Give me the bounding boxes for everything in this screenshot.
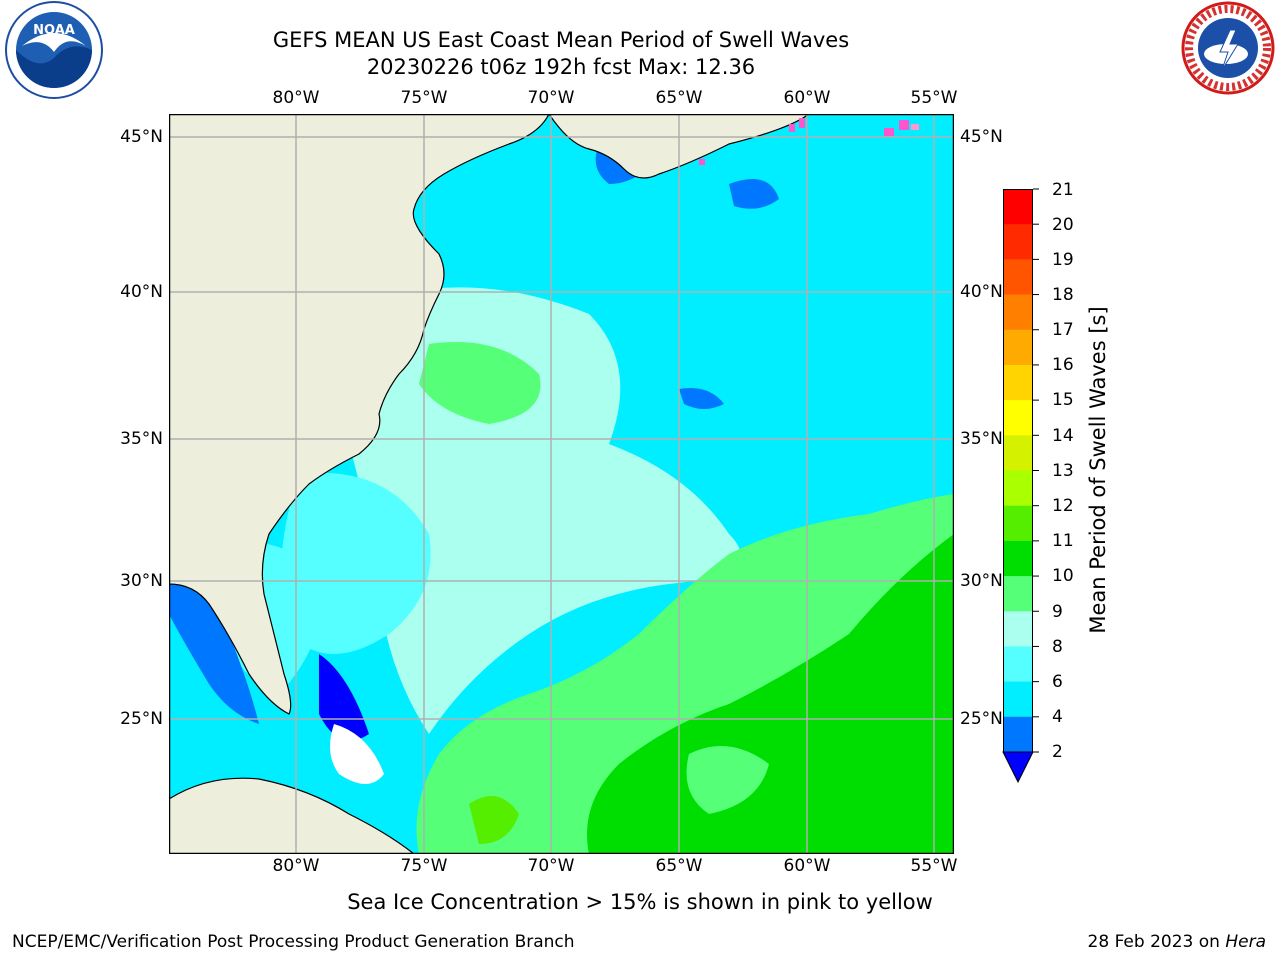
lat-label-right: 40°N [960, 282, 1003, 302]
colorbar-label: 18 [1052, 285, 1074, 305]
colorbar-label: 2 [1052, 742, 1063, 762]
lon-label-bottom: 70°W [527, 856, 575, 876]
lon-label-top: 80°W [272, 88, 320, 108]
green-patch [419, 342, 541, 424]
colorbar-label: 11 [1052, 531, 1074, 551]
map-frame [169, 114, 954, 854]
date-text: 28 Feb 2023 on [1087, 932, 1226, 952]
lon-label-top: 65°W [655, 88, 703, 108]
green-patch [686, 746, 769, 814]
lon-label-top: 75°W [400, 88, 448, 108]
colorbar-label: 8 [1052, 637, 1063, 657]
colorbar-segment [1003, 259, 1033, 296]
colorbar-segment [1003, 576, 1033, 612]
colorbar-label: 9 [1052, 602, 1063, 622]
colorbar-segment [1003, 646, 1033, 683]
colorbar-label: 6 [1052, 672, 1063, 692]
colorbar-segment [1003, 470, 1033, 507]
sea-ice-pixel [799, 118, 805, 128]
lon-label-bottom: 80°W [272, 856, 320, 876]
host-text: Hera [1225, 932, 1266, 952]
blue-patch [169, 583, 259, 724]
us-landmass [169, 114, 550, 715]
blue-patch [679, 388, 724, 409]
colorbar-label: 10 [1052, 566, 1074, 586]
noaa-logo-text: NOAA [33, 23, 75, 38]
colorbar-label: 21 [1052, 180, 1074, 200]
noaa-logo-icon: NOAA [0, 0, 108, 106]
lat-label-right: 45°N [960, 127, 1003, 147]
colorbar-label: 12 [1052, 496, 1074, 516]
colorbar-segment [1003, 716, 1033, 753]
colorbar-label: 16 [1052, 355, 1074, 375]
colorbar-title: Mean Period of Swell Waves [s] [1086, 306, 1110, 634]
sea-ice-pixel [884, 128, 894, 136]
lat-label-left: 30°N [120, 571, 163, 591]
colorbar-label: 14 [1052, 426, 1074, 446]
lon-label-bottom: 55°W [910, 856, 958, 876]
map-subtitle: 20230226 t06z 192h fcst Max: 12.36 [366, 55, 756, 79]
colorbar-label: 15 [1052, 390, 1074, 410]
date-stamp: 28 Feb 2023 on Hera [1088, 932, 1266, 952]
colorbar [1002, 188, 1039, 784]
green-patch [469, 796, 519, 844]
sea-ice-pixel [699, 159, 705, 165]
lon-label-top: 70°W [527, 88, 575, 108]
colorbar-segment [1003, 505, 1033, 542]
lat-label-right: 25°N [960, 709, 1003, 729]
blue-patch [729, 179, 779, 209]
lat-label-left: 45°N [120, 127, 163, 147]
lon-label-top: 55°W [910, 88, 958, 108]
sea-ice-pixel [789, 124, 795, 132]
cuba-landmass [169, 777, 415, 854]
lat-label-left: 35°N [120, 429, 163, 449]
colorbar-label: 13 [1052, 461, 1074, 481]
sea-ice-note: Sea Ice Concentration > 15% is shown in … [347, 890, 933, 914]
lat-label-right: 35°N [960, 429, 1003, 449]
lat-label-left: 25°N [120, 709, 163, 729]
colorbar-segment [1003, 224, 1033, 260]
lat-label-right: 30°N [960, 571, 1003, 591]
colorbar-segment [1003, 364, 1033, 401]
lon-label-bottom: 65°W [655, 856, 703, 876]
sea-ice-pixel [899, 120, 909, 130]
credit-text: NCEP/EMC/Verification Post Processing Pr… [12, 932, 575, 952]
colorbar-segment [1003, 435, 1033, 472]
lon-label-top: 60°W [783, 88, 831, 108]
colorbar-segment [1003, 189, 1033, 225]
colorbar-segment [1003, 540, 1033, 577]
colorbar-segment [1003, 400, 1033, 436]
bahamas-bank [330, 724, 384, 784]
map-title: GEFS MEAN US East Coast Mean Period of S… [272, 28, 850, 52]
colorbar-extend-min [1002, 751, 1034, 784]
colorbar-label: 19 [1052, 250, 1074, 270]
colorbar-label: 4 [1052, 707, 1063, 727]
colorbar-segment [1003, 294, 1033, 331]
colorbar-segment [1003, 611, 1033, 648]
nws-logo-icon [1176, 0, 1280, 104]
graticule [169, 114, 954, 854]
colorbar-frame [1003, 189, 1033, 753]
lon-label-bottom: 75°W [400, 856, 448, 876]
colorbar-segment [1003, 681, 1033, 718]
sea-ice-pixel [911, 124, 919, 130]
colorbar-label: 20 [1052, 215, 1074, 235]
colorbar-label: 17 [1052, 320, 1074, 340]
lat-label-left: 40°N [120, 282, 163, 302]
colorbar-segment [1003, 329, 1033, 366]
swell-period-map[interactable] [169, 114, 954, 854]
lon-label-bottom: 60°W [783, 856, 831, 876]
